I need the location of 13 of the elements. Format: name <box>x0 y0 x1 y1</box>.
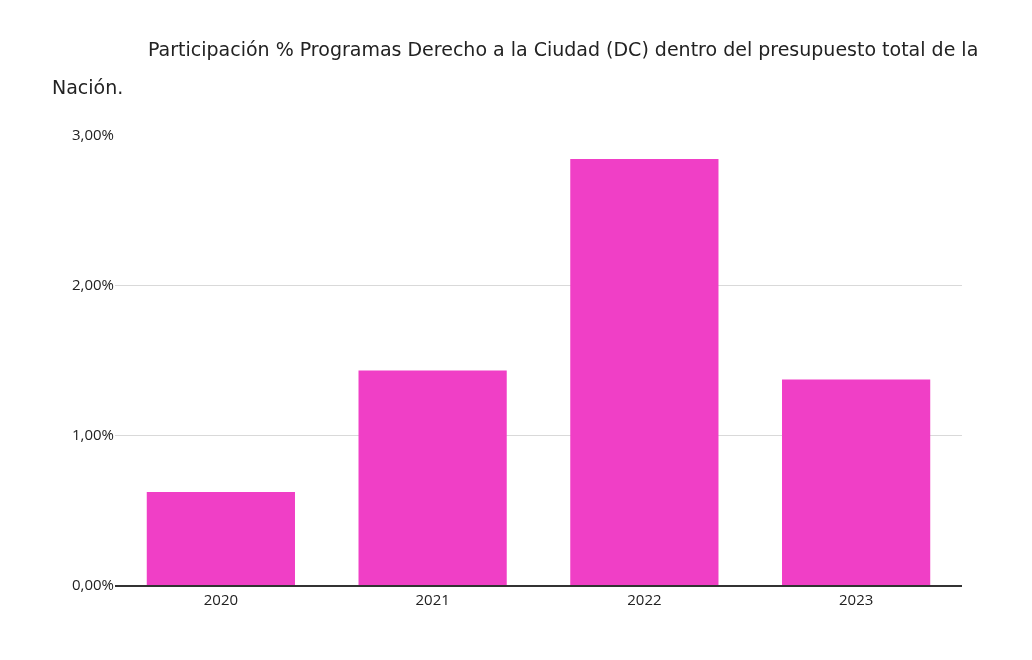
chart-title: Participación % Programas Derecho a la Ciudad (DC) dentro del presupuesto total de la Nación. <box>52 38 979 98</box>
bar <box>146 492 295 585</box>
bar <box>358 370 507 585</box>
y-tick-label: 3,00% <box>71 124 114 145</box>
bar <box>570 159 719 585</box>
bar <box>782 379 931 585</box>
y-tick-label: 2,00% <box>71 274 114 295</box>
y-tick-label: 0,00% <box>71 574 114 595</box>
x-tick-label: 2023 <box>838 588 874 609</box>
y-tick-label: 1,00% <box>71 424 114 445</box>
x-tick-label: 2022 <box>627 588 662 609</box>
x-tick-label: 2021 <box>415 588 450 609</box>
x-tick-label: 2020 <box>203 588 239 609</box>
